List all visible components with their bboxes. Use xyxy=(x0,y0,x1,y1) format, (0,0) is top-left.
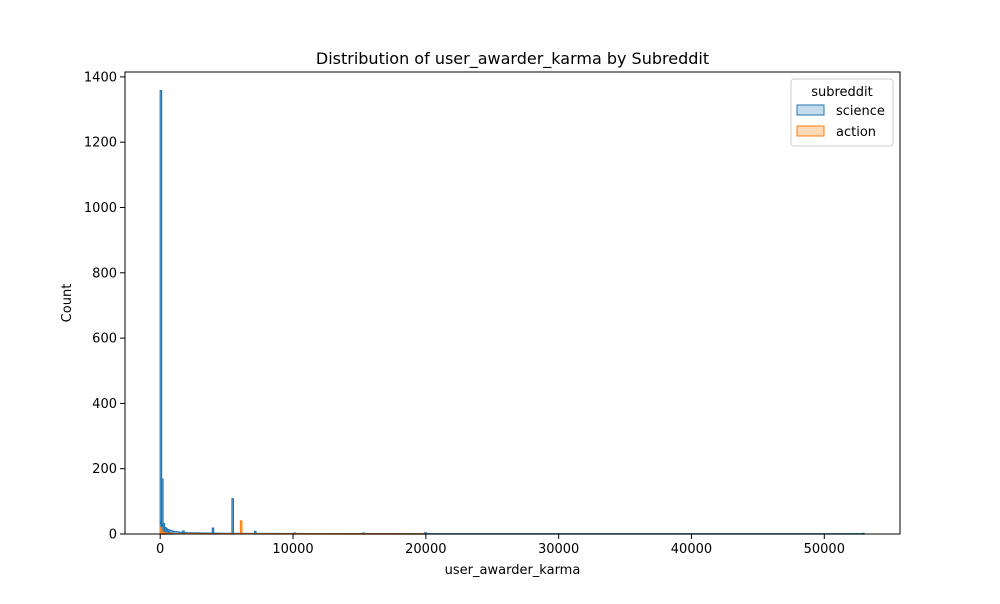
bars-layer xyxy=(159,90,865,535)
legend-swatch-science xyxy=(796,104,825,116)
y-tick-label-4: 800 xyxy=(92,266,117,281)
chart-title: Distribution of user_awarder_karma by Su… xyxy=(316,49,709,69)
kde-layer xyxy=(159,520,865,535)
y-tick-label-0: 0 xyxy=(109,528,117,543)
legend-title: subreddit xyxy=(811,85,873,100)
bar-science-0 xyxy=(159,90,163,535)
plot-area-frame xyxy=(124,71,901,535)
x-tick-label-5: 50000 xyxy=(804,542,845,557)
x-tick-label-0: 0 xyxy=(156,542,164,557)
kde-line-action xyxy=(159,529,426,535)
y-tick-label-7: 1400 xyxy=(84,70,117,85)
y-tick-label-1: 200 xyxy=(92,462,117,477)
y-tick-label-2: 400 xyxy=(92,397,117,412)
y-tick-label-5: 1000 xyxy=(84,201,117,216)
legend-swatch-action xyxy=(796,125,825,137)
bar-action-4 xyxy=(239,520,243,535)
x-axis-label: user_awarder_karma xyxy=(445,563,581,578)
x-tick-label-3: 30000 xyxy=(538,542,579,557)
bar-science-12 xyxy=(231,498,235,535)
x-tick-label-1: 10000 xyxy=(272,542,313,557)
y-tick-label-3: 600 xyxy=(92,332,117,347)
legend: subreddit science action xyxy=(790,78,894,147)
x-tick-label-2: 20000 xyxy=(405,542,446,557)
x-tick-label-4: 40000 xyxy=(671,542,712,557)
y-axis-label: Count xyxy=(60,284,75,323)
legend-label-science: science xyxy=(836,104,885,119)
kde-line-science xyxy=(159,520,865,535)
legend-label-action: action xyxy=(836,125,876,140)
y-tick-label-6: 1200 xyxy=(84,136,117,151)
axes-layer: 0 10000 20000 30000 40000 50000 0 200 400 600 800 1… xyxy=(84,70,845,557)
